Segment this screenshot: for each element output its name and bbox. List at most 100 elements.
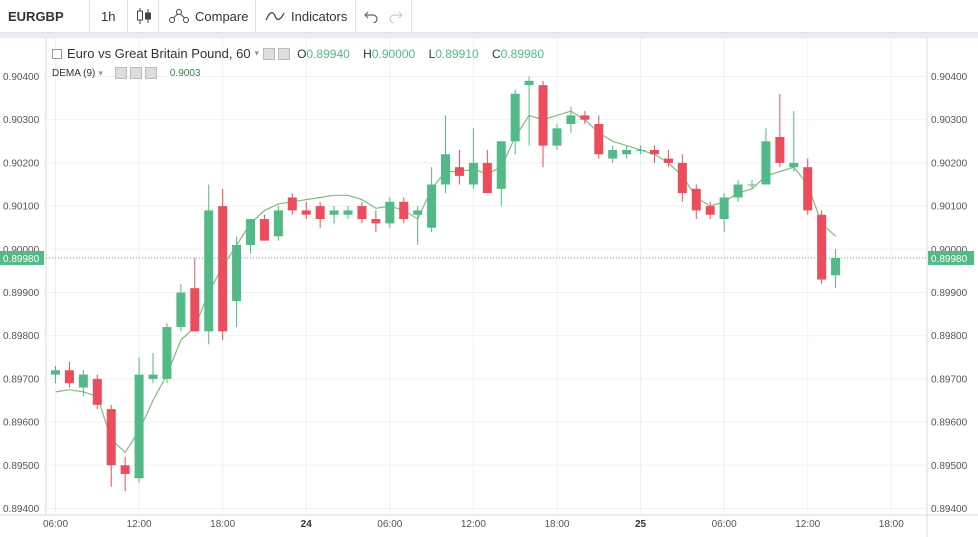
candle[interactable] — [552, 124, 562, 150]
candle[interactable] — [120, 456, 130, 492]
candle[interactable] — [273, 206, 283, 241]
close-icon[interactable] — [144, 67, 157, 79]
candle-body — [120, 465, 130, 474]
candle[interactable] — [399, 197, 409, 224]
candle[interactable] — [51, 365, 60, 384]
series-title: Euro vs Great Britain Pound, 60 — [67, 46, 251, 61]
y-tick-label-left: 0.89600 — [3, 418, 40, 429]
settings-icon[interactable] — [129, 67, 142, 79]
candle[interactable] — [705, 201, 715, 220]
compare-icon — [169, 9, 189, 23]
candle[interactable] — [817, 210, 827, 284]
candle[interactable] — [649, 145, 659, 163]
interval-button[interactable]: 1h — [101, 0, 115, 32]
collapse-legend-icon[interactable] — [52, 48, 62, 59]
high-value: 0.90000 — [371, 46, 416, 61]
candle-body — [761, 141, 771, 185]
candle[interactable] — [315, 201, 325, 228]
candle[interactable] — [413, 206, 423, 245]
candle[interactable] — [691, 184, 701, 220]
candle[interactable] — [454, 149, 464, 185]
candle[interactable] — [580, 111, 590, 125]
candle[interactable] — [747, 180, 757, 189]
candle[interactable] — [719, 193, 729, 233]
candle[interactable] — [663, 149, 673, 168]
candle[interactable] — [371, 210, 381, 233]
candle-body — [468, 162, 478, 185]
candle[interactable] — [246, 219, 256, 254]
candle[interactable] — [287, 193, 297, 215]
candle[interactable] — [134, 357, 144, 483]
eye-icon[interactable] — [114, 67, 127, 79]
settings-icon[interactable] — [278, 47, 291, 60]
candle[interactable] — [176, 283, 186, 332]
candle[interactable] — [64, 361, 74, 388]
candle[interactable] — [622, 145, 632, 159]
candle[interactable] — [496, 141, 506, 207]
indicators-icon — [265, 12, 285, 21]
candle-body — [441, 154, 451, 185]
compare-button[interactable]: Compare — [168, 0, 248, 32]
last-price-label-right: 0.89980 — [931, 254, 968, 265]
candle[interactable] — [78, 370, 88, 397]
candle-body — [357, 206, 367, 220]
candle[interactable] — [190, 257, 200, 332]
candle-body — [273, 210, 283, 237]
candle[interactable] — [594, 115, 604, 159]
candle-body — [677, 162, 687, 194]
y-tick-label-left: 0.90200 — [3, 158, 40, 169]
candle[interactable] — [427, 167, 437, 233]
eye-icon[interactable] — [263, 47, 276, 60]
candle[interactable] — [789, 111, 799, 172]
candle[interactable] — [677, 154, 687, 202]
indicators-button[interactable]: Indicators — [265, 0, 347, 32]
candle[interactable] — [218, 188, 228, 341]
candle[interactable] — [441, 115, 451, 194]
candle-body — [622, 149, 632, 155]
candle[interactable] — [733, 180, 743, 202]
redo-button[interactable] — [389, 0, 403, 32]
candle[interactable] — [510, 89, 520, 155]
candle[interactable] — [775, 93, 785, 168]
y-tick-label-left: 0.89800 — [3, 331, 40, 342]
close-value: 0.89980 — [500, 46, 545, 61]
candle[interactable] — [566, 106, 576, 133]
candle[interactable] — [803, 158, 813, 215]
candle[interactable] — [468, 128, 478, 189]
y-tick-label-left: 0.90100 — [3, 202, 40, 213]
indicators-label: Indicators — [291, 8, 348, 24]
chevron-down-icon[interactable]: ▾ — [254, 48, 260, 58]
toolbar-divider — [255, 0, 256, 32]
candle[interactable] — [608, 145, 618, 163]
chart-style-button[interactable] — [136, 0, 152, 32]
candle[interactable] — [92, 374, 102, 410]
undo-icon — [364, 11, 378, 23]
candle[interactable] — [232, 236, 242, 328]
candle[interactable] — [259, 214, 269, 241]
candle[interactable] — [357, 201, 367, 224]
candle-body — [496, 141, 506, 189]
candle-body — [190, 288, 200, 332]
candle[interactable] — [204, 184, 214, 345]
candle[interactable] — [148, 352, 158, 384]
chevron-down-icon[interactable]: ▾ — [98, 67, 103, 78]
candle[interactable] — [538, 80, 548, 168]
undo-button[interactable] — [364, 0, 378, 32]
candle[interactable] — [831, 249, 841, 289]
candle[interactable] — [301, 201, 311, 220]
candle[interactable] — [636, 145, 646, 155]
candle[interactable] — [162, 322, 172, 384]
candle[interactable] — [329, 206, 339, 224]
candle[interactable] — [385, 197, 395, 228]
candle[interactable] — [524, 76, 534, 146]
symbol-search-button[interactable]: EURGBP — [8, 0, 64, 32]
candle[interactable] — [761, 128, 771, 185]
candle[interactable] — [106, 404, 116, 487]
indicator-legend: DEMA (9) ▾ 0.9003 — [52, 67, 200, 79]
candle-body — [134, 374, 144, 479]
x-tick-label: 25 — [635, 519, 647, 530]
toolbar-separator-strip — [0, 33, 978, 38]
candle[interactable] — [482, 149, 492, 194]
candle[interactable] — [343, 206, 353, 220]
